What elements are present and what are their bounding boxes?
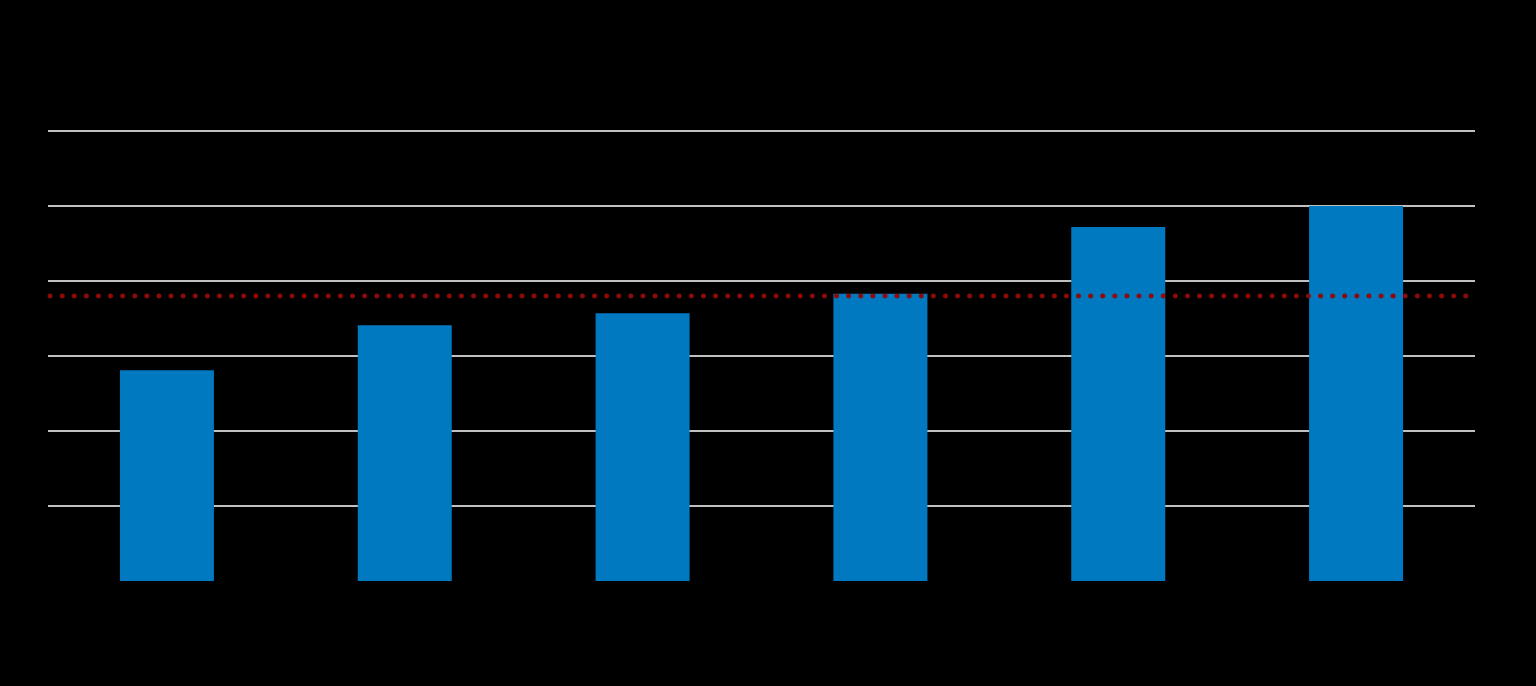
bar	[595, 313, 690, 581]
bar	[357, 325, 452, 581]
bar	[833, 293, 928, 581]
bar	[1071, 227, 1166, 581]
bars	[119, 206, 1404, 581]
gridlines	[48, 130, 1475, 507]
bar	[1309, 206, 1404, 581]
bar	[119, 370, 214, 581]
